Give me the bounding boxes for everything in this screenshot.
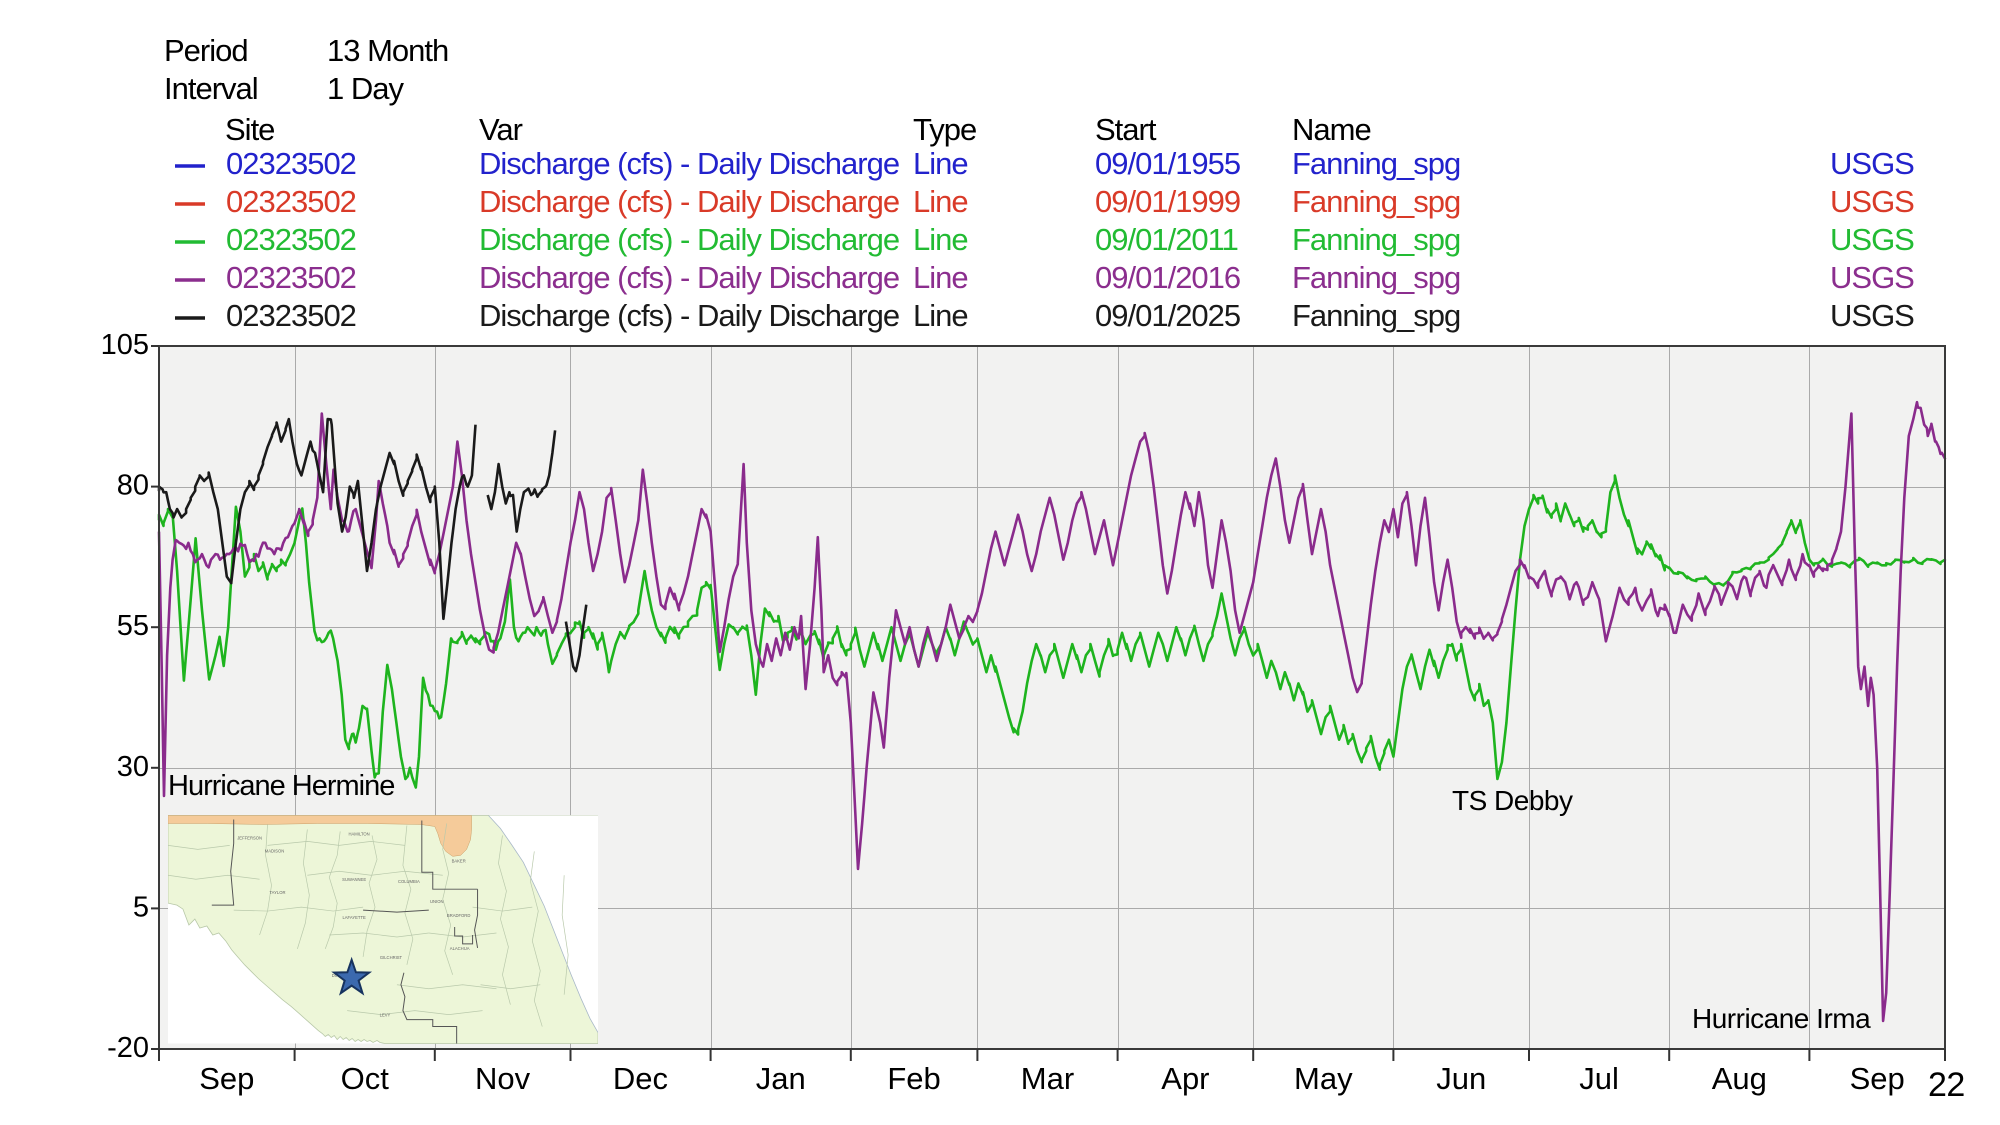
svg-text:Sep: Sep xyxy=(199,1061,254,1096)
svg-text:Apr: Apr xyxy=(1161,1061,1209,1096)
svg-text:55: 55 xyxy=(117,610,149,642)
svg-text:30: 30 xyxy=(117,751,149,783)
svg-text:JEFFERSON: JEFFERSON xyxy=(237,835,262,840)
svg-text:ALACHUA: ALACHUA xyxy=(450,946,470,951)
svg-text:BAKER: BAKER xyxy=(452,858,466,863)
svg-text:Oct: Oct xyxy=(341,1061,390,1096)
svg-text:GILCHRIST: GILCHRIST xyxy=(380,955,403,960)
svg-text:Aug: Aug xyxy=(1712,1061,1767,1096)
svg-text:5: 5 xyxy=(133,891,149,923)
svg-text:Nov: Nov xyxy=(475,1061,531,1096)
svg-text:105: 105 xyxy=(101,329,149,361)
svg-text:Jul: Jul xyxy=(1579,1061,1619,1096)
svg-text:MADISON: MADISON xyxy=(265,848,284,853)
svg-text:TAYLOR: TAYLOR xyxy=(269,890,285,895)
svg-text:80: 80 xyxy=(117,470,149,502)
svg-text:Feb: Feb xyxy=(887,1061,940,1096)
svg-text:Jun: Jun xyxy=(1436,1061,1486,1096)
svg-text:Dec: Dec xyxy=(613,1061,668,1096)
svg-text:SUWANNEE: SUWANNEE xyxy=(342,877,366,882)
svg-text:Mar: Mar xyxy=(1021,1061,1074,1096)
svg-text:May: May xyxy=(1294,1061,1353,1096)
svg-text:UNION: UNION xyxy=(430,899,443,904)
svg-text:HAMILTON: HAMILTON xyxy=(349,831,370,836)
svg-text:COLUMBIA: COLUMBIA xyxy=(398,879,420,884)
svg-text:Jan: Jan xyxy=(756,1061,806,1096)
svg-text:LAFAYETTE: LAFAYETTE xyxy=(342,915,366,920)
svg-text:LEVY: LEVY xyxy=(380,1013,391,1018)
svg-text:-20: -20 xyxy=(107,1032,149,1064)
svg-text:BRADFORD: BRADFORD xyxy=(447,913,470,918)
svg-text:Sep: Sep xyxy=(1850,1061,1905,1096)
